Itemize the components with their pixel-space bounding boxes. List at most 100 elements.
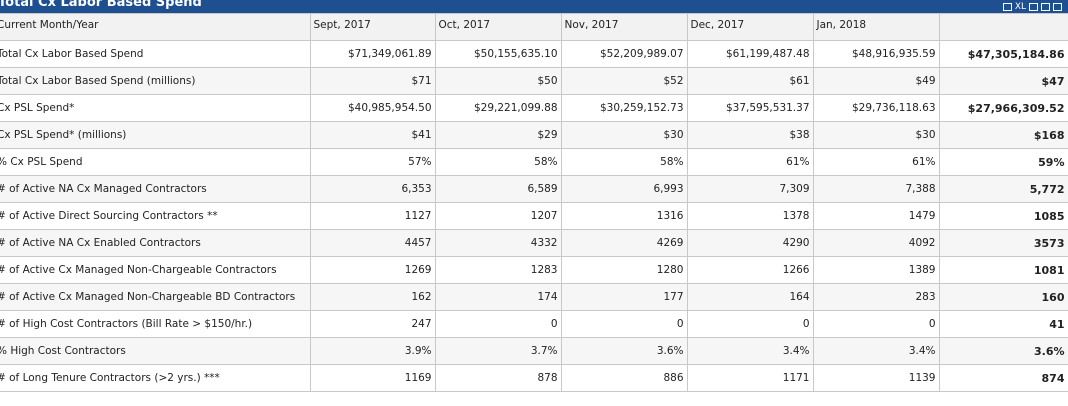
cell: 59%: [938, 148, 1068, 176]
cell: 1479: [812, 202, 940, 230]
row-label: # of Active Direct Sourcing Contractors …: [0, 202, 311, 230]
row-label: Total Cx Labor Based Spend (millions): [0, 67, 311, 95]
table-row: # of High Cost Contractors (Bill Rate > …: [0, 310, 1068, 338]
print-icon[interactable]: [1002, 2, 1012, 11]
restore-icon[interactable]: [1029, 2, 1038, 11]
cell: 1127: [309, 202, 436, 230]
row-label: Cx PSL Spend*: [0, 94, 311, 122]
cell: $30,259,152.73: [560, 94, 688, 122]
cell: 3.6%: [560, 337, 688, 365]
cell: $61,199,487.48: [686, 40, 814, 68]
row-label: % High Cost Contractors: [0, 337, 311, 365]
cell: 283: [812, 283, 940, 311]
row-label: # of High Cost Contractors (Bill Rate > …: [0, 310, 311, 338]
cell: 1266: [686, 256, 814, 284]
cell: $37,595,531.37: [686, 94, 814, 122]
cell: 6,353: [309, 175, 436, 203]
cell: $40,985,954.50: [309, 94, 436, 122]
cell: 1171: [686, 364, 814, 392]
cell: 3.4%: [686, 337, 814, 365]
cell: 160: [938, 283, 1068, 311]
cell: 1207: [434, 202, 562, 230]
table-row: % High Cost Contractors 3.9% 3.7% 3.6% 3.4% 3…: [0, 337, 1068, 365]
cell: $61: [686, 67, 814, 95]
table-row: Cx PSL Spend* $40,985,954.50 $29,221,099.8…: [0, 94, 1068, 122]
cell: 1269: [309, 256, 436, 284]
cell: 0: [434, 310, 562, 338]
row-label: # of Long Tenure Contractors (>2 yrs.) *…: [0, 364, 311, 392]
cell: 162: [309, 283, 436, 311]
cell: $30: [812, 121, 940, 149]
cell: 58%: [434, 148, 562, 176]
cell: $49: [812, 67, 940, 95]
table-row: Cx PSL Spend* (millions) $41 $29 $30 $38 $30 $…: [0, 121, 1068, 149]
cell: $50: [434, 67, 562, 95]
export-excel[interactable]: XL: [1014, 1, 1026, 12]
cell: $29,221,099.88: [434, 94, 562, 122]
maximize-icon[interactable]: [1053, 2, 1062, 11]
column-header: [938, 13, 1068, 41]
cell: 1378: [686, 202, 814, 230]
cell: 0: [686, 310, 814, 338]
row-label: # of Active NA Cx Enabled Contractors: [0, 229, 311, 257]
cell: 1169: [309, 364, 436, 392]
cell: 1316: [560, 202, 688, 230]
title-bar: Total Cx Labor Based Spend XL: [0, 0, 1068, 13]
row-label: # of Active Cx Managed Non-Chargeable BD…: [0, 283, 311, 311]
column-header: Dec, 2017: [686, 13, 814, 41]
cell: 4457: [309, 229, 436, 257]
cell: $48,916,935.59: [812, 40, 940, 68]
cell: $29: [434, 121, 562, 149]
cell: $52: [560, 67, 688, 95]
cell: 1389: [812, 256, 940, 284]
cell: 4332: [434, 229, 562, 257]
cell: 0: [560, 310, 688, 338]
column-header: Sept, 2017: [309, 13, 436, 41]
cell: 41: [938, 310, 1068, 338]
cell: $29,736,118.63: [812, 94, 940, 122]
cell: $41: [309, 121, 436, 149]
cell: 61%: [686, 148, 814, 176]
table-row: % Cx PSL Spend 57% 58% 58% 61% 61% 59%: [0, 148, 1068, 176]
cell: 886: [560, 364, 688, 392]
cell: 5,772: [938, 175, 1068, 203]
cell: $47: [938, 67, 1068, 95]
cell: 58%: [560, 148, 688, 176]
cell: $71: [309, 67, 436, 95]
title: Total Cx Labor Based Spend: [0, 0, 202, 10]
cell: 4269: [560, 229, 688, 257]
header-row: Current Month/Year Sept, 2017 Oct, 2017 Nov…: [0, 13, 1068, 41]
cell: 1283: [434, 256, 562, 284]
column-header: Jan, 2018: [812, 13, 940, 41]
table-row: Total Cx Labor Based Spend (millions) $71…: [0, 67, 1068, 95]
cell: 3.6%: [938, 337, 1068, 365]
cell: 1085: [938, 202, 1068, 230]
table-row: # of Active Cx Managed Non-Chargeable BD…: [0, 283, 1068, 311]
row-label: # of Active NA Cx Managed Contractors: [0, 175, 311, 203]
cell: 6,993: [560, 175, 688, 203]
cell: $47,305,184.86: [938, 40, 1068, 68]
cell: 878: [434, 364, 562, 392]
row-label: % Cx PSL Spend: [0, 148, 311, 176]
cell: 61%: [812, 148, 940, 176]
cell: 177: [560, 283, 688, 311]
cell: 0: [812, 310, 940, 338]
cell: 874: [938, 364, 1068, 392]
cell: 247: [309, 310, 436, 338]
column-header: Oct, 2017: [434, 13, 562, 41]
cell: 7,309: [686, 175, 814, 203]
cell: 3.4%: [812, 337, 940, 365]
column-header: Nov, 2017: [560, 13, 688, 41]
cell: 4092: [812, 229, 940, 257]
cell: 57%: [309, 148, 436, 176]
cell: 1280: [560, 256, 688, 284]
cell: 6,589: [434, 175, 562, 203]
minimize-icon[interactable]: [1041, 2, 1050, 11]
row-label: # of Active Cx Managed Non-Chargeable Co…: [0, 256, 311, 284]
cell: $168: [938, 121, 1068, 149]
cell: 7,388: [812, 175, 940, 203]
cell: $50,155,635.10: [434, 40, 562, 68]
cell: 4290: [686, 229, 814, 257]
table-row: # of Long Tenure Contractors (>2 yrs.) *…: [0, 364, 1068, 392]
toolbar: XL: [1002, 0, 1062, 13]
